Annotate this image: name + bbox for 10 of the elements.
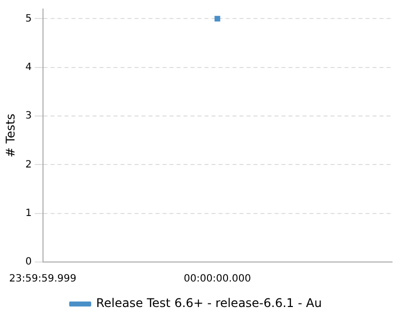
y-tick-label: 2 [25,159,32,170]
y-tick-label: 4 [25,62,32,73]
y-tick-label: 3 [25,110,32,122]
y-axis-title: # Tests [3,114,18,158]
x-tick-label: 23:59:59.999 [9,274,76,285]
y-tick-label: 0 [25,256,32,268]
y-tick-label: 1 [25,208,32,219]
y-tick-label: 5 [25,13,32,24]
legend-label: Release Test 6.6+ - release-6.6.1 - Au [96,296,322,310]
x-tick-label: 00:00:00.000 [184,274,251,285]
